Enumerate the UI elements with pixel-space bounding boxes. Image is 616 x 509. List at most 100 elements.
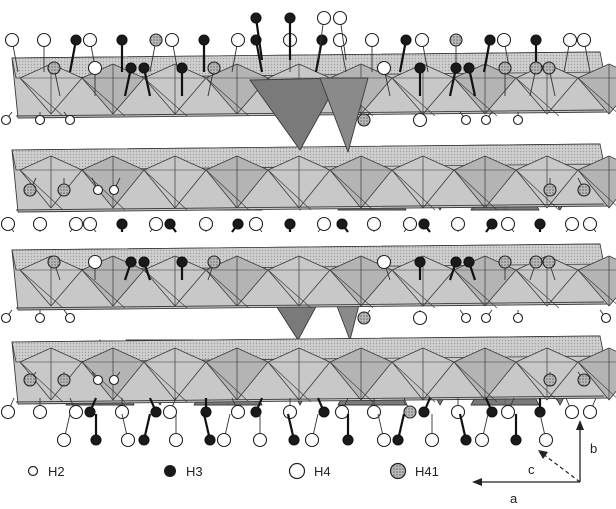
h3-atom <box>116 218 128 230</box>
octahedron-edge <box>577 361 616 398</box>
h3-atom <box>342 434 354 446</box>
axes-indicator: b a c <box>472 420 597 506</box>
octahedron-edge <box>143 77 188 117</box>
h4-atom <box>82 216 98 232</box>
h4-atom <box>332 32 348 48</box>
h41-atom <box>357 113 371 127</box>
h2-atom <box>34 312 46 324</box>
octahedron-edge <box>143 361 188 403</box>
h2-atom <box>512 312 524 324</box>
h41-atom <box>207 61 221 75</box>
h2-atom <box>108 184 120 196</box>
h41-atom <box>542 255 556 269</box>
octahedron-edge <box>81 269 126 309</box>
h41-atom <box>577 373 591 387</box>
h3-atom <box>450 256 462 268</box>
h3-atom <box>460 434 472 446</box>
h4-atom <box>0 404 16 420</box>
octahedron-edge <box>143 269 188 309</box>
h4-atom <box>32 216 48 232</box>
h4-atom <box>474 432 490 448</box>
h41-atom <box>498 255 512 269</box>
h41-atom <box>149 33 163 47</box>
h3-atom <box>392 434 404 446</box>
octahedron <box>577 347 616 401</box>
octahedron <box>577 255 616 307</box>
octahedron-edge <box>205 77 250 117</box>
h3-atom <box>316 34 328 46</box>
tetrahedron <box>319 77 369 153</box>
legend-label-h4: H4 <box>314 464 331 479</box>
h4-atom <box>364 32 380 48</box>
h3-atom <box>284 12 296 24</box>
octahedron-edge <box>453 169 498 211</box>
h4-atom <box>538 432 554 448</box>
octahedron-edge <box>267 169 312 211</box>
h41-atom <box>543 183 557 197</box>
b-axis-arrowhead <box>576 420 584 430</box>
h4-atom <box>450 216 466 232</box>
h4-atom <box>562 32 578 48</box>
h4-atom <box>68 404 84 420</box>
h4-atom <box>4 32 20 48</box>
h4-atom <box>366 216 382 232</box>
h3-atom <box>176 62 188 74</box>
h41-atom <box>23 183 37 197</box>
h2-atom <box>0 312 12 324</box>
h4-symbol <box>288 462 306 480</box>
h4-atom <box>332 10 348 26</box>
h41-atom <box>57 183 71 197</box>
h4-atom <box>376 60 392 76</box>
h41-atom <box>47 255 61 269</box>
h2-atom <box>64 114 76 126</box>
h4-atom <box>376 254 392 270</box>
h4-atom <box>68 216 84 232</box>
octahedron-edge <box>391 77 436 117</box>
h4-atom <box>316 216 332 232</box>
h4-atom <box>402 216 418 232</box>
h41-atom <box>47 61 61 75</box>
h4-atom <box>582 216 598 232</box>
h3-atom <box>116 34 128 46</box>
h2-atom <box>460 114 472 126</box>
octahedron-edge <box>391 361 436 403</box>
h4-atom <box>316 10 332 26</box>
h4-atom <box>248 216 264 232</box>
legend-item-h2: H2 <box>27 464 65 479</box>
h4-atom <box>216 432 232 448</box>
h3-atom <box>530 34 542 46</box>
h4-atom <box>450 404 466 420</box>
h41-atom <box>23 373 37 387</box>
legend-label-h2: H2 <box>48 464 65 479</box>
octahedron-edge <box>391 169 436 211</box>
h2-atom <box>460 312 472 324</box>
octahedron-edge <box>205 269 250 309</box>
h3-atom <box>84 406 96 418</box>
h3-atom <box>288 434 300 446</box>
h41-atom <box>543 373 557 387</box>
h4-atom <box>0 216 16 232</box>
h3-atom <box>450 62 462 74</box>
octahedron-edge <box>19 269 64 309</box>
h3-atom <box>138 62 150 74</box>
h4-atom <box>56 432 72 448</box>
octahedron-edge <box>515 77 560 117</box>
octahedron-edge <box>143 169 188 211</box>
h4-atom <box>582 404 598 420</box>
octahedral-sheet <box>11 335 616 405</box>
c-axis-arrow <box>542 453 581 483</box>
h3-atom <box>138 434 150 446</box>
h41-atom <box>529 61 543 75</box>
octahedron-edge <box>329 269 374 309</box>
polyhedral-structure <box>11 51 616 406</box>
octahedron-edge <box>267 269 312 309</box>
h3-atom <box>418 406 430 418</box>
h3-atom <box>232 218 244 230</box>
octahedron-edge <box>205 169 250 211</box>
h4-atom <box>564 404 580 420</box>
h3-atom <box>336 218 348 230</box>
a-axis-arrowhead <box>472 478 482 486</box>
h4-atom <box>376 432 392 448</box>
h2-symbol <box>27 465 39 477</box>
octahedron-edge <box>453 77 498 117</box>
